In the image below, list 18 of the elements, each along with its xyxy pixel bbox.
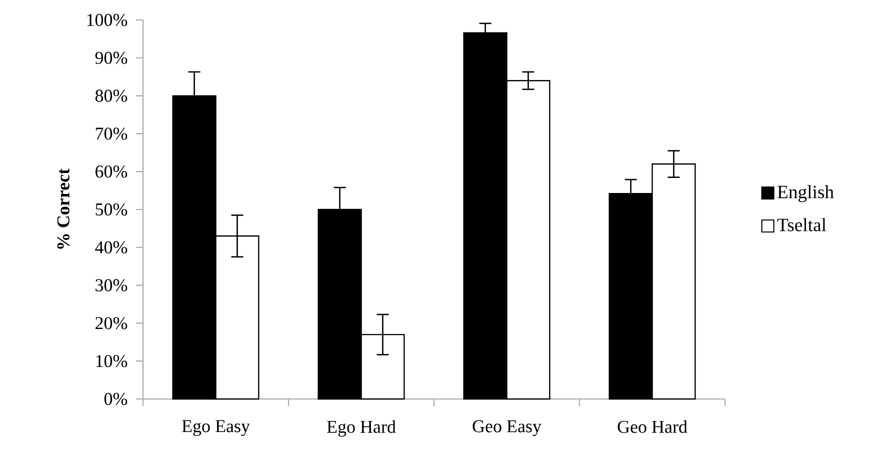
x-tick-label: Ego Easy: [182, 420, 250, 436]
y-tick-label: 50%: [96, 203, 128, 216]
x-tick-label: Ego Hard: [327, 420, 396, 437]
x-tick-label: Geo Easy: [472, 420, 542, 436]
y-tick-label: 20%: [96, 317, 128, 330]
legend-label: English: [778, 185, 834, 202]
y-tick-label: 30%: [96, 279, 128, 292]
y-tick-label: 90%: [95, 52, 128, 64]
y-tick-label: 70%: [96, 128, 128, 140]
legend-label: Tseltal: [777, 218, 826, 232]
y-tick-label: 40%: [95, 241, 128, 254]
y-tick-label: 0%: [104, 392, 128, 406]
y-tick-label: 100%: [87, 14, 128, 26]
y-tick-label: 80%: [95, 90, 128, 102]
y-axis-title: % Correct: [57, 168, 70, 249]
y-tick-label: 10%: [96, 354, 128, 368]
x-tick-label: Geo Hard: [618, 420, 688, 433]
y-tick-label: 60%: [96, 165, 128, 178]
